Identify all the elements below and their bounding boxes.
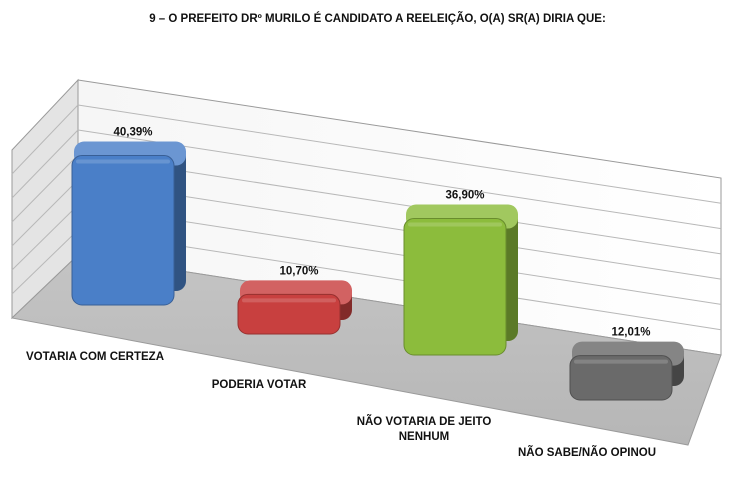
gridline (11, 129, 79, 199)
bar-front (71, 155, 175, 306)
bar-front (403, 217, 507, 356)
gridline (77, 104, 722, 204)
gridline (11, 104, 79, 175)
value-label: 40,39% (113, 127, 152, 139)
bars (71, 141, 684, 401)
value-label: 36,90% (445, 189, 484, 201)
category-label: NÃO SABE/NÃO OPINOU (518, 446, 656, 459)
bar-highlight (242, 298, 336, 303)
bar-highlight (408, 222, 502, 227)
floor (10, 254, 722, 446)
bar-front (569, 355, 673, 401)
bar (569, 341, 684, 401)
gridline (11, 154, 79, 223)
labels: 40,39% 10,70% 36,90% 12,01% VOTARIA COM CERT… (26, 127, 656, 459)
category-label: VOTARIA COM CERTEZA (26, 351, 164, 363)
bar-highlight (574, 359, 668, 364)
bar-highlight (76, 159, 170, 164)
value-label: 10,70% (279, 265, 318, 277)
category-label: NÃO VOTARIA DE JEITO NENHUM (357, 415, 492, 443)
gridline (77, 129, 722, 230)
gridline (11, 204, 79, 271)
bar-front (237, 293, 341, 335)
bar (403, 204, 518, 356)
gridline (11, 179, 79, 247)
bar (71, 141, 186, 306)
gridline (11, 229, 79, 295)
chart-title: 9 – O PREFEITO DRº MURILO É CANDIDATO A … (149, 13, 606, 25)
value-label: 12,01% (611, 327, 650, 339)
category-label: PODERIA VOTAR (212, 379, 307, 391)
bar (237, 280, 352, 335)
